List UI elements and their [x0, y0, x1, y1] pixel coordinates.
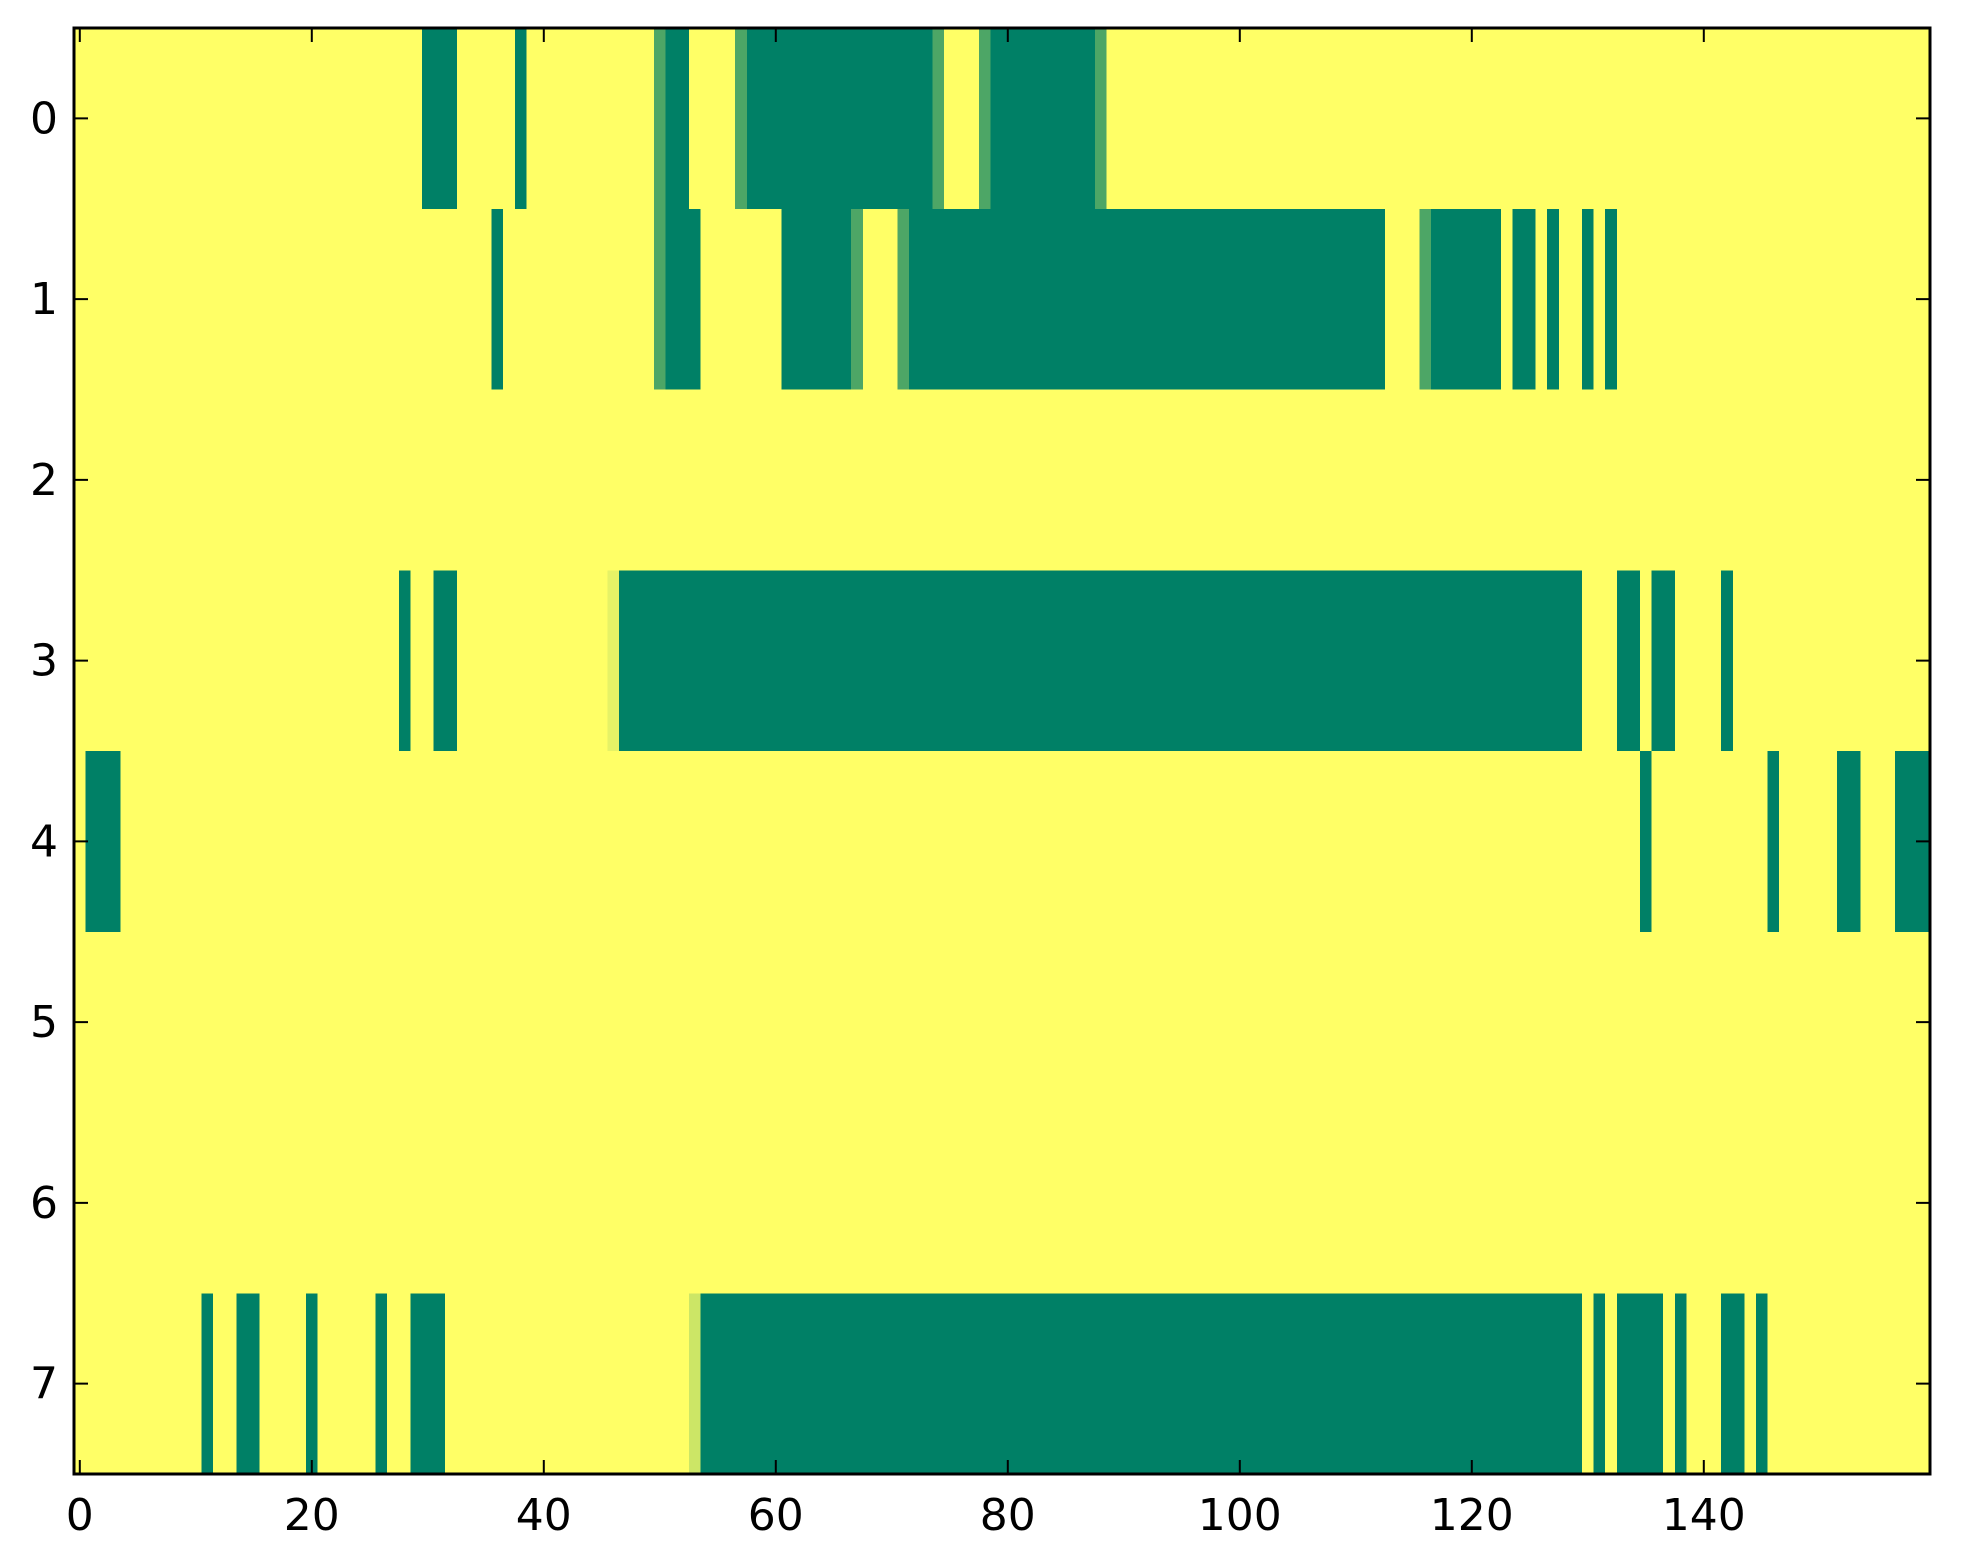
heatmap-cell [746, 28, 933, 209]
heatmap-cell [932, 28, 944, 209]
heatmap-cell [1756, 1293, 1768, 1474]
heatmap-cell [688, 1293, 701, 1474]
heatmap-cell [201, 1293, 214, 1474]
plot-frame [72, 26, 1932, 1476]
x-tick-label: 140 [1662, 1490, 1746, 1541]
heatmap-cell [735, 28, 747, 209]
heatmap-cell [514, 28, 527, 209]
heatmap-cell [1721, 570, 1733, 751]
heatmap-cell [781, 208, 852, 390]
y-tick-label: 5 [30, 997, 58, 1048]
heatmap-cell [85, 751, 121, 932]
heatmap-cell [978, 28, 991, 209]
heatmap-cell [398, 570, 411, 751]
heatmap-cell [1431, 208, 1501, 390]
heatmap-cell [1674, 1293, 1687, 1474]
x-tick-label: 80 [980, 1490, 1036, 1541]
heatmap-cell [1721, 1293, 1745, 1474]
heatmap-cell [422, 28, 457, 209]
x-tick-label: 0 [66, 1490, 94, 1541]
heatmap-cell [1094, 28, 1107, 209]
heatmap-cell [1512, 208, 1536, 390]
heatmap-cell [990, 28, 1095, 209]
axis-ticks [74, 28, 1930, 1474]
x-tick-label: 40 [516, 1490, 572, 1541]
y-tick-label: 2 [30, 455, 58, 506]
heatmap-cell [1616, 570, 1640, 751]
heatmap-cell [375, 1293, 388, 1474]
heatmap-cell [1605, 208, 1617, 390]
heatmap-cell [1616, 1293, 1664, 1474]
heatmap-cell [909, 208, 1385, 390]
x-tick-label: 60 [748, 1490, 804, 1541]
heatmap-cell [654, 208, 666, 390]
y-tick-label: 3 [30, 636, 58, 687]
x-tick-label: 100 [1198, 1490, 1282, 1541]
heatmap-cell [491, 208, 504, 390]
heatmap-cell [1640, 751, 1652, 932]
heatmap-cell [236, 1293, 260, 1474]
heatmap-cell [433, 570, 457, 751]
heatmap-cell [1582, 208, 1594, 390]
y-tick-label: 4 [30, 816, 58, 867]
heatmap-cell [619, 570, 1582, 751]
heatmap-cell [306, 1293, 318, 1474]
x-tick-label: 20 [284, 1490, 340, 1541]
heatmap-cell [1651, 570, 1675, 751]
heatmap-cell [1767, 751, 1780, 932]
heatmap-cell [1837, 751, 1861, 932]
heatmap-cell [897, 208, 910, 390]
heatmap-cell [654, 28, 666, 209]
heatmap-cell [607, 570, 620, 751]
heatmap-cell [665, 208, 701, 390]
heatmap-cells [85, 28, 1930, 1474]
y-tick-label: 7 [30, 1359, 58, 1410]
heatmap-cell [665, 28, 689, 209]
y-tick-label: 1 [30, 274, 58, 325]
y-tick-label: 0 [30, 93, 58, 144]
heatmap-cell [1547, 208, 1559, 390]
y-tick-label: 6 [30, 1178, 58, 1229]
x-tick-label: 120 [1430, 1490, 1514, 1541]
axis-tick-labels: 0 20 40 60 80 100 120 140 0 1 2 3 4 5 6 7 [30, 93, 1746, 1541]
heatmap-cell [851, 208, 863, 390]
heatmap-cell [700, 1293, 1582, 1474]
heatmap-cell [1419, 208, 1432, 390]
heatmap-cell [410, 1293, 446, 1474]
heatmap-cell [1593, 1293, 1606, 1474]
